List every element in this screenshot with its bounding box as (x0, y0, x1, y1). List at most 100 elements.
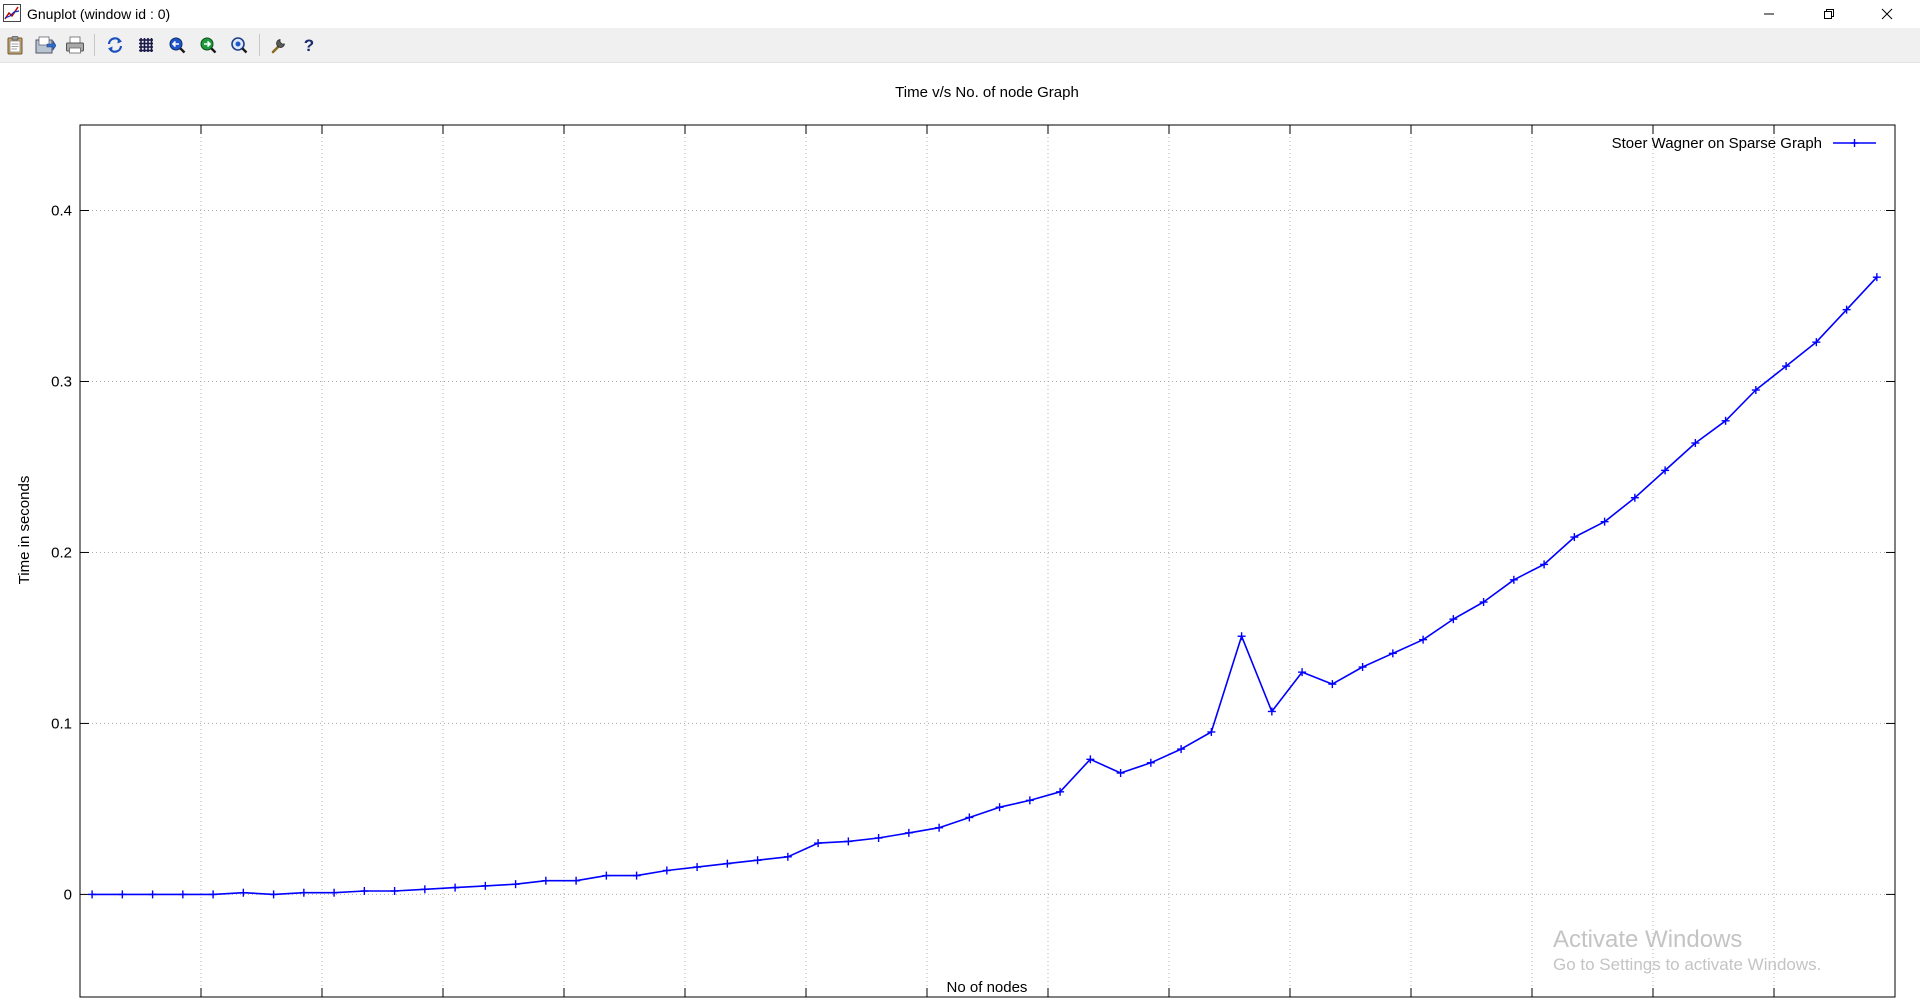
y-tick-label: 0.3 (51, 373, 72, 390)
data-point (602, 871, 611, 880)
axes (79, 125, 1896, 997)
data-point (299, 888, 308, 897)
print-icon (66, 36, 84, 54)
settings-wrench-icon (271, 39, 285, 54)
data-point (481, 881, 490, 890)
legend: Stoer Wagner on Sparse Graph (1612, 135, 1876, 152)
tick-labels: 0204060801001201401601802002202402602803… (51, 202, 1907, 1008)
data-point (1267, 707, 1276, 716)
help-button[interactable]: ? (296, 32, 322, 58)
svg-text:?: ? (304, 36, 314, 54)
data-point (209, 890, 218, 899)
watermark-line-1: Activate Windows (1553, 926, 1743, 953)
data-point (904, 828, 913, 837)
data-point (1237, 632, 1246, 641)
restore-icon (1824, 9, 1834, 19)
data-point (1782, 362, 1791, 371)
data-point (814, 839, 823, 848)
data-point (1630, 493, 1639, 502)
unzoom-button[interactable] (226, 32, 252, 58)
plot-border (79, 124, 1896, 998)
gnuplot-app-icon (3, 4, 21, 22)
window-title: Gnuplot (window id : 0) (27, 6, 171, 22)
zoom-previous-icon (169, 37, 186, 54)
toolbar-separator (94, 34, 95, 56)
data-point (360, 886, 369, 895)
data-point (1600, 517, 1609, 526)
watermark-line-2: Go to Settings to activate Windows. (1553, 955, 1822, 974)
data-point (1328, 680, 1337, 689)
data-point (783, 852, 792, 861)
series-line (92, 276, 1878, 896)
data-point (1872, 273, 1881, 282)
data-point (1116, 769, 1125, 778)
x-axis-label: No of nodes (947, 979, 1028, 996)
y-tick-label: 0.4 (51, 202, 72, 219)
data-point (1540, 560, 1549, 569)
legend-label: Stoer Wagner on Sparse Graph (1612, 135, 1822, 152)
data-point (1570, 533, 1579, 542)
settings-button[interactable] (266, 32, 292, 58)
data-point (1812, 338, 1821, 347)
grid-icon (139, 38, 153, 52)
data-point (965, 813, 974, 822)
data-point (995, 803, 1004, 812)
data-point (420, 885, 429, 894)
data-point (753, 856, 762, 865)
data-point (1479, 598, 1488, 607)
plot-area[interactable]: Time v/s No. of node Graph 0204060801001… (0, 63, 1920, 1008)
grid-lines (80, 125, 1895, 997)
data-point (118, 890, 127, 899)
data-point (511, 880, 520, 889)
data-point (1056, 787, 1065, 796)
data-point (269, 890, 278, 899)
export-button[interactable] (32, 32, 58, 58)
copy-to-clipboard-button[interactable] (2, 32, 28, 58)
data-point (148, 890, 157, 899)
data-point (662, 866, 671, 875)
data-point (1509, 575, 1518, 584)
data-point (451, 883, 460, 892)
data-point (1691, 439, 1700, 448)
grid-button[interactable] (133, 32, 159, 58)
zoom-previous-button[interactable] (164, 32, 190, 58)
data-point (1025, 796, 1034, 805)
toolbar: ? (0, 28, 1920, 63)
zoom-next-icon (200, 37, 217, 54)
data-point (1721, 416, 1730, 425)
close-button[interactable] (1864, 0, 1910, 28)
minimize-icon (1764, 13, 1774, 15)
data-point (1358, 663, 1367, 672)
data-point (390, 886, 399, 895)
data-point (1419, 635, 1428, 644)
replot-icon (107, 37, 123, 53)
toolbar-separator (259, 34, 260, 56)
data-point (1661, 466, 1670, 475)
print-button[interactable] (62, 32, 88, 58)
data-point (239, 888, 248, 897)
data-point (330, 888, 339, 897)
data-point (1842, 305, 1851, 314)
line-chart: Time v/s No. of node Graph 0204060801001… (16, 84, 1908, 1008)
minimize-button[interactable] (1746, 0, 1792, 28)
data-point (1146, 758, 1155, 767)
data-point (1086, 755, 1095, 764)
data-point (88, 890, 97, 899)
clipboard-icon (7, 36, 23, 55)
chart-title: Time v/s No. of node Graph (895, 84, 1079, 101)
data-point (1298, 668, 1307, 677)
replot-button[interactable] (102, 32, 128, 58)
activate-windows-watermark: Activate Windows Go to Settings to activ… (1553, 926, 1821, 976)
data-point (1177, 745, 1186, 754)
y-tick-label: 0.2 (51, 544, 72, 561)
data-point (178, 890, 187, 899)
zoom-next-button[interactable] (195, 32, 221, 58)
restore-button[interactable] (1806, 0, 1852, 28)
series-group (88, 273, 1881, 899)
data-point (1449, 615, 1458, 624)
title-bar: Gnuplot (window id : 0) (0, 0, 1920, 28)
close-icon (1881, 8, 1893, 20)
data-point (844, 837, 853, 846)
data-point (541, 876, 550, 885)
